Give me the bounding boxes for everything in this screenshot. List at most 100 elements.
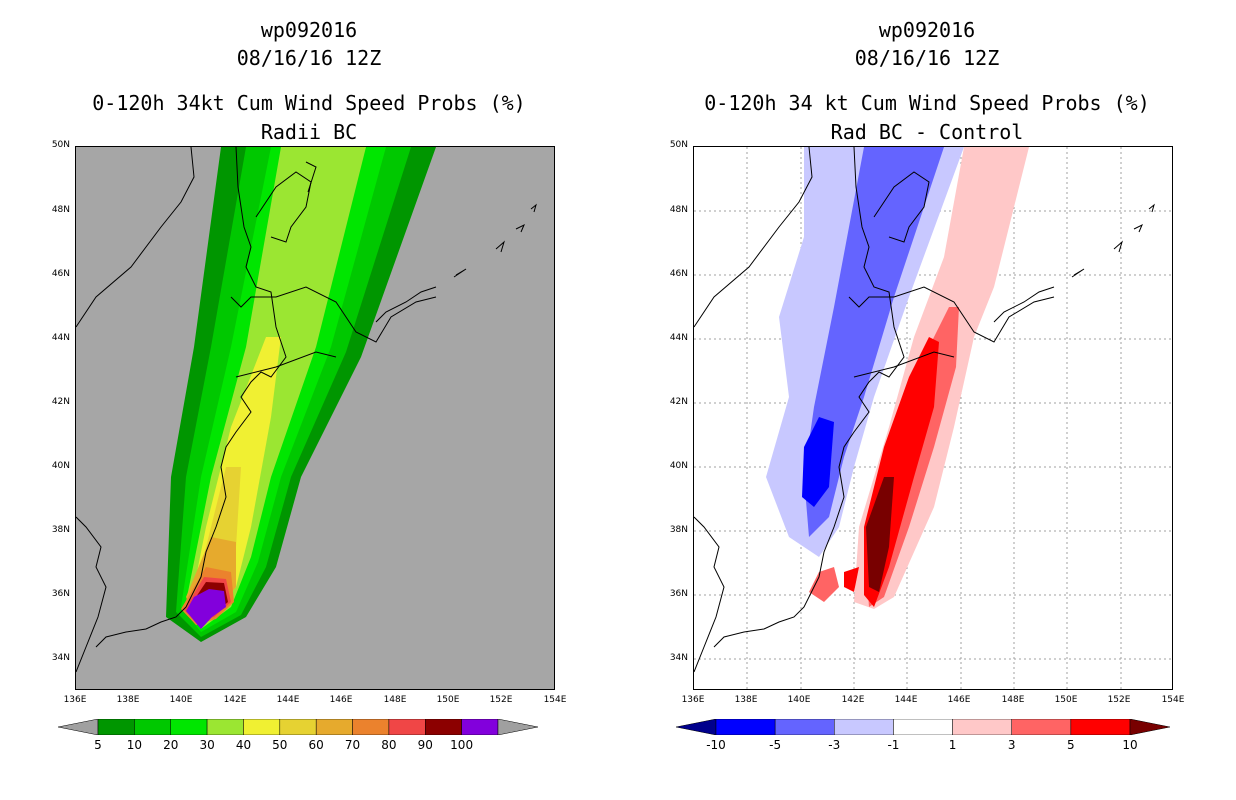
lat-label-34: 34N — [51, 653, 70, 663]
colorbar-label: 70 — [344, 738, 361, 752]
lon-label-144: 144E — [894, 695, 918, 705]
lon-label-142: 142E — [223, 695, 247, 705]
lon-label-146: 146E — [947, 695, 971, 705]
diff-pos-dark — [866, 477, 894, 592]
lon-label-140: 140E — [169, 695, 193, 705]
lat-label-38: 38N — [51, 525, 70, 535]
colorbar-segment — [461, 719, 499, 735]
diff-pos-island1 — [809, 567, 839, 602]
colorbar-segment — [243, 719, 281, 735]
lon-label-142: 142E — [841, 695, 865, 705]
colorbar-label: 5 — [94, 738, 102, 752]
diff-pos-island2 — [844, 567, 859, 592]
colorbar-label: 1 — [948, 738, 957, 752]
lat-label-50: 50N — [669, 140, 688, 150]
colorbar-segment — [388, 719, 426, 735]
colorbar-segment — [315, 719, 353, 735]
swath-100 — [186, 589, 226, 629]
colorbar-segment — [774, 719, 835, 735]
colorbar-label: -1 — [887, 738, 900, 752]
lat-label-34: 34N — [669, 653, 688, 663]
colorbar-segment — [715, 719, 776, 735]
lat-label-36: 36N — [51, 589, 70, 599]
product-title: 0-120h 34kt Cum Wind Speed Probs (%) — [92, 91, 526, 115]
difference-colorbar — [676, 719, 1170, 735]
colorbar-label: 10 — [126, 738, 142, 752]
colorbar-label: -3 — [828, 738, 841, 752]
lat-label-44: 44N — [669, 333, 688, 343]
lat-label-42: 42N — [669, 397, 688, 407]
colorbar-label: 40 — [235, 738, 252, 752]
colorbar-label: -10 — [706, 738, 726, 752]
lon-label-136: 136E — [681, 695, 705, 705]
colorbar-segment — [97, 719, 135, 735]
lon-label-138: 138E — [734, 695, 758, 705]
colorbar-segment — [170, 719, 208, 735]
subtitle: Rad BC - Control — [830, 120, 1024, 144]
lon-label-136: 136E — [63, 695, 87, 705]
lat-label-42: 42N — [51, 397, 70, 407]
lon-label-140: 140E — [787, 695, 811, 705]
colorbar-label: 5 — [1067, 738, 1075, 752]
date-title: 08/16/16 12Z — [854, 46, 1000, 70]
colorbar-label: 90 — [417, 738, 433, 752]
colorbar-segment — [1011, 719, 1072, 735]
lat-label-40: 40N — [669, 461, 688, 471]
product-title: 0-120h 34 kt Cum Wind Speed Probs (%) — [704, 91, 1150, 115]
lon-label-154: 154E — [1161, 695, 1185, 705]
coastlines — [76, 147, 537, 673]
right-panel: wp092016 08/16/16 12Z 0-120h 34 kt Cum W… — [618, 0, 1236, 800]
diff-neg-mid — [804, 147, 944, 537]
colorbar-label: 60 — [308, 738, 324, 752]
diff-neg-strong — [802, 417, 834, 507]
colorbar-over-arrow — [497, 719, 538, 735]
lon-label-150: 150E — [436, 695, 460, 705]
lon-label-154: 154E — [543, 695, 567, 705]
colorbar-label: 100 — [450, 738, 474, 752]
lon-label-152: 152E — [1107, 695, 1131, 705]
colorbar-over-arrow — [1129, 719, 1170, 735]
lat-label-38: 38N — [669, 525, 688, 535]
map-canvas — [76, 147, 537, 673]
lon-label-150: 150E — [1054, 695, 1078, 705]
lat-label-46: 46N — [51, 269, 70, 279]
lon-label-148: 148E — [1001, 695, 1025, 705]
lat-label-48: 48N — [669, 205, 688, 215]
lon-label-138: 138E — [116, 695, 140, 705]
colorbar-under-arrow — [676, 719, 717, 735]
colorbar-segment — [834, 719, 894, 735]
lat-label-44: 44N — [51, 333, 70, 343]
colorbar-segment — [952, 719, 1012, 735]
lat-label-36: 36N — [669, 589, 688, 599]
colorbar-label: 80 — [381, 738, 397, 752]
subtitle: Radii BC — [260, 120, 358, 144]
lat-label-50: 50N — [51, 140, 70, 150]
colorbar-segment — [352, 719, 390, 735]
colorbar-segment — [893, 719, 953, 735]
lat-label-48: 48N — [51, 205, 70, 215]
colorbar-label: 30 — [199, 738, 215, 752]
lon-label-152: 152E — [489, 695, 513, 705]
lat-label-46: 46N — [669, 269, 688, 279]
date-title: 08/16/16 12Z — [236, 46, 382, 70]
colorbar-label: 20 — [163, 738, 179, 752]
storm-id-title: wp092016 — [878, 18, 976, 42]
colorbar-segment — [134, 719, 171, 735]
colorbar-segment — [1070, 719, 1131, 735]
left-panel: wp092016 08/16/16 12Z 0-120h 34kt Cum Wi… — [51, 18, 567, 752]
lon-label-144: 144E — [276, 695, 300, 705]
colorbar-segment — [206, 719, 244, 735]
colorbar-segment — [425, 719, 462, 735]
lon-label-146: 146E — [329, 695, 353, 705]
colorbar-label: 3 — [1007, 738, 1016, 752]
colorbar-label: -5 — [769, 738, 782, 752]
lon-label-148: 148E — [383, 695, 407, 705]
colorbar-label: 10 — [1122, 738, 1138, 752]
colorbar-segment — [279, 719, 317, 735]
coastlines — [694, 147, 1155, 673]
lat-label-40: 40N — [51, 461, 70, 471]
colorbar-under-arrow — [58, 719, 99, 735]
probability-map — [75, 146, 555, 690]
probability-colorbar — [58, 719, 538, 735]
colorbar-label: 50 — [272, 738, 288, 752]
